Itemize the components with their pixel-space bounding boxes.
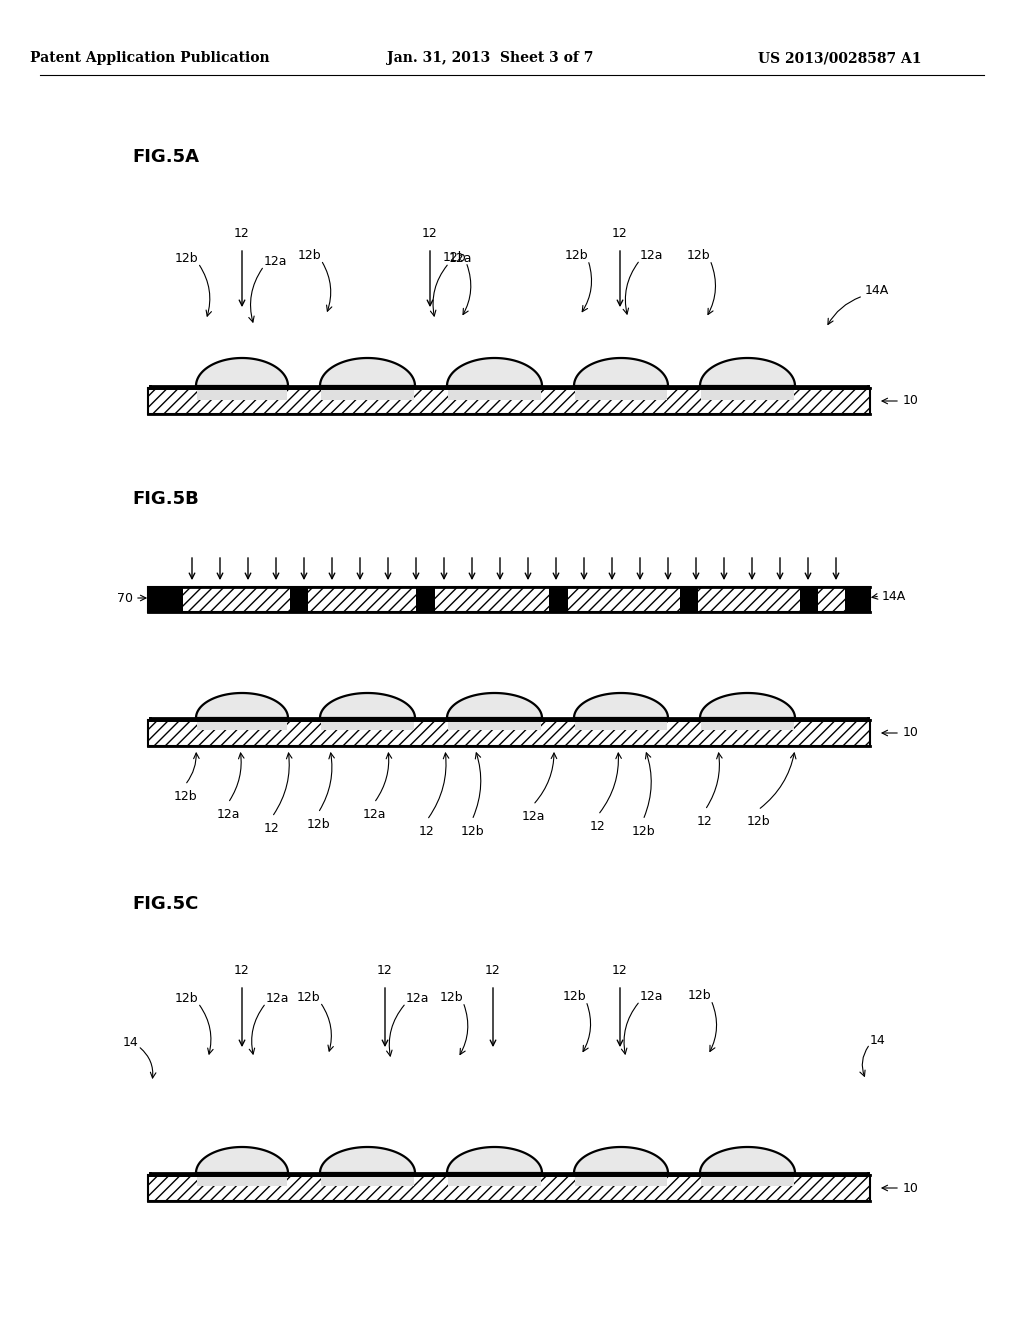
- Text: 12: 12: [697, 814, 713, 828]
- Text: 12a: 12a: [362, 808, 386, 821]
- Text: 12: 12: [612, 227, 628, 240]
- Bar: [150, 718, 868, 719]
- Text: Patent Application Publication: Patent Application Publication: [30, 51, 269, 65]
- Text: 12a: 12a: [640, 990, 664, 1003]
- Bar: [150, 385, 868, 388]
- Polygon shape: [196, 693, 288, 718]
- Text: 12b: 12b: [173, 789, 197, 803]
- Polygon shape: [447, 358, 542, 385]
- Text: 12b: 12b: [442, 251, 466, 264]
- Text: FIG.5C: FIG.5C: [132, 895, 199, 913]
- Text: 14A: 14A: [865, 284, 889, 297]
- Text: 12a: 12a: [264, 255, 288, 268]
- Polygon shape: [574, 1147, 668, 1173]
- Bar: [290, 586, 308, 612]
- Text: 12b: 12b: [174, 993, 198, 1005]
- Polygon shape: [319, 693, 415, 718]
- Text: 12b: 12b: [297, 249, 321, 261]
- Bar: [148, 586, 183, 612]
- Polygon shape: [319, 358, 415, 385]
- Bar: [321, 387, 414, 400]
- Bar: [148, 388, 870, 414]
- Bar: [197, 719, 287, 730]
- Text: 12a: 12a: [406, 993, 429, 1005]
- Polygon shape: [700, 1147, 795, 1173]
- Bar: [321, 1173, 414, 1185]
- Text: 10: 10: [903, 395, 919, 408]
- Polygon shape: [447, 693, 542, 718]
- Bar: [575, 387, 667, 400]
- Bar: [321, 719, 414, 730]
- Text: 12b: 12b: [439, 991, 463, 1005]
- Polygon shape: [319, 1147, 415, 1173]
- Text: 12b: 12b: [562, 990, 586, 1003]
- Bar: [680, 586, 698, 612]
- Bar: [449, 387, 541, 400]
- Text: 12: 12: [422, 227, 438, 240]
- Text: 12a: 12a: [216, 808, 240, 821]
- Bar: [701, 387, 794, 400]
- Text: 12: 12: [234, 227, 250, 240]
- Bar: [148, 587, 870, 612]
- Text: 70: 70: [117, 591, 133, 605]
- Polygon shape: [574, 358, 668, 385]
- Polygon shape: [700, 358, 795, 385]
- Text: 12a: 12a: [521, 810, 545, 822]
- Bar: [575, 719, 667, 730]
- Text: 12b: 12b: [687, 989, 711, 1002]
- Text: 10: 10: [903, 1181, 919, 1195]
- Text: 12b: 12b: [174, 252, 198, 265]
- Text: 12b: 12b: [296, 991, 319, 1005]
- Text: 14: 14: [870, 1034, 886, 1047]
- Text: 12: 12: [485, 964, 501, 977]
- Text: FIG.5B: FIG.5B: [132, 490, 199, 508]
- Text: FIG.5A: FIG.5A: [132, 148, 199, 166]
- Bar: [148, 1175, 870, 1201]
- Text: 12: 12: [264, 822, 280, 836]
- Text: 12b: 12b: [564, 249, 588, 261]
- Text: 12b: 12b: [631, 825, 654, 838]
- Bar: [701, 1173, 794, 1185]
- Text: 12a: 12a: [266, 993, 290, 1005]
- Text: 10: 10: [903, 726, 919, 739]
- Polygon shape: [574, 693, 668, 718]
- Text: Jan. 31, 2013  Sheet 3 of 7: Jan. 31, 2013 Sheet 3 of 7: [387, 51, 593, 65]
- Bar: [148, 719, 870, 746]
- Polygon shape: [447, 1147, 542, 1173]
- Text: 14: 14: [122, 1035, 138, 1048]
- Bar: [150, 1173, 868, 1175]
- Text: 12: 12: [234, 964, 250, 977]
- Bar: [701, 719, 794, 730]
- Polygon shape: [196, 358, 288, 385]
- Polygon shape: [700, 693, 795, 718]
- Polygon shape: [196, 1147, 288, 1173]
- Text: 12: 12: [590, 820, 606, 833]
- Text: 12b: 12b: [306, 818, 330, 832]
- Text: 14A: 14A: [882, 590, 906, 602]
- Bar: [449, 719, 541, 730]
- Bar: [549, 586, 568, 612]
- Bar: [575, 1173, 667, 1185]
- Text: 12b: 12b: [746, 814, 770, 828]
- Bar: [197, 387, 287, 400]
- Bar: [800, 586, 818, 612]
- Text: 12a: 12a: [449, 252, 472, 265]
- Text: 12: 12: [612, 964, 628, 977]
- Bar: [449, 1173, 541, 1185]
- Text: 12a: 12a: [640, 249, 664, 261]
- Bar: [197, 1173, 287, 1185]
- Bar: [845, 586, 870, 612]
- Text: 12: 12: [377, 964, 393, 977]
- Bar: [416, 586, 435, 612]
- Text: 12b: 12b: [686, 249, 710, 261]
- Text: 12b: 12b: [460, 825, 483, 838]
- Text: 12: 12: [419, 825, 435, 838]
- Text: US 2013/0028587 A1: US 2013/0028587 A1: [758, 51, 922, 65]
